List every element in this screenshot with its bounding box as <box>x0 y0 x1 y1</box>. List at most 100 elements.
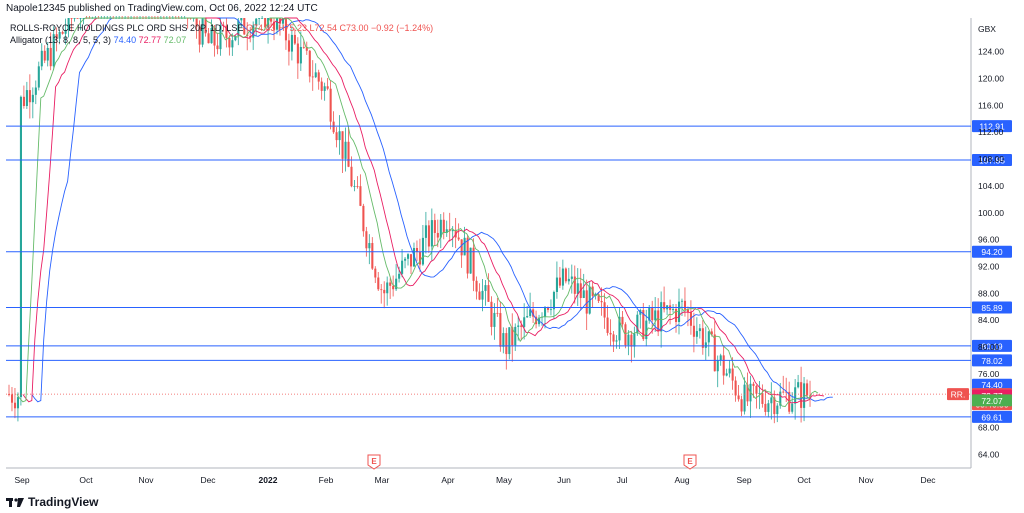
candle-body <box>791 403 794 412</box>
candle-body <box>490 301 493 327</box>
candle <box>761 384 764 408</box>
candle-body <box>43 50 46 61</box>
candle-body <box>341 131 344 159</box>
candle <box>317 69 320 90</box>
candle-body <box>273 21 276 30</box>
candle-body <box>344 141 347 159</box>
candle-body <box>576 283 579 294</box>
candle-body <box>463 237 466 256</box>
candle <box>514 323 517 352</box>
candle <box>502 327 505 354</box>
candle-body <box>535 316 538 325</box>
candle <box>344 127 347 172</box>
candle-body <box>308 50 311 77</box>
candle-body <box>276 18 279 30</box>
candle <box>767 399 770 418</box>
candle <box>797 374 800 389</box>
candle-body <box>270 18 273 22</box>
candle <box>287 33 290 66</box>
candle <box>198 20 201 53</box>
candle-body <box>374 268 377 278</box>
candle <box>335 127 338 148</box>
candle-body <box>252 25 255 38</box>
time-tick-label: Oct <box>797 475 811 485</box>
candle-body <box>395 278 398 290</box>
candle-body <box>392 285 395 290</box>
candle <box>603 293 606 329</box>
price-tick-label: 88.00 <box>978 288 1000 298</box>
level-badge <box>972 301 1012 314</box>
candle <box>79 18 82 31</box>
candle-body <box>660 302 663 332</box>
candle-body <box>19 96 22 398</box>
candle-body <box>728 368 731 374</box>
candle <box>585 279 588 331</box>
candle-body <box>356 186 359 187</box>
candle-body <box>558 277 561 286</box>
candle <box>576 268 579 306</box>
candle <box>776 403 779 423</box>
candle <box>374 266 377 284</box>
candle <box>52 26 55 71</box>
candle <box>296 37 299 79</box>
candle-body <box>380 289 383 291</box>
candle-body <box>287 40 290 52</box>
candle <box>597 291 600 304</box>
candle-body <box>779 391 782 406</box>
candle-body <box>499 313 502 347</box>
candle-body <box>201 18 204 45</box>
candle-body <box>225 25 228 38</box>
candle <box>508 327 511 360</box>
candle <box>40 43 43 71</box>
candle <box>34 80 37 105</box>
candle-body <box>64 30 67 34</box>
level-label: 85.89 <box>981 303 1003 313</box>
candle-body <box>731 368 734 381</box>
candle-body <box>549 309 553 311</box>
candle-body <box>442 219 445 233</box>
candle-body <box>240 18 243 21</box>
candle <box>478 283 481 301</box>
candle-body <box>421 237 424 265</box>
candle <box>231 33 234 56</box>
candle <box>535 310 538 329</box>
candle <box>31 87 34 119</box>
candle <box>725 368 728 377</box>
candle <box>704 326 707 361</box>
candle-body <box>365 231 368 249</box>
candle <box>615 335 618 349</box>
candle <box>430 208 433 262</box>
candle-body <box>725 373 728 376</box>
candle-body <box>621 316 624 325</box>
candle <box>368 234 371 265</box>
footer-brand: TradingView <box>6 495 98 509</box>
candle-body <box>13 402 17 409</box>
price-axis: GBX64.0068.0072.0076.0080.0084.0088.0092… <box>978 24 1004 460</box>
candle <box>323 82 326 101</box>
candle <box>633 326 636 358</box>
candle <box>273 18 276 41</box>
level-badge <box>972 120 1012 133</box>
price-chart[interactable]: 112.91 107.85 94.20 85.89 80.19 78.02 69.61 GB… <box>0 16 1024 490</box>
candle-body <box>567 278 570 282</box>
candle <box>350 156 353 188</box>
candle-body <box>377 277 380 290</box>
candle-body <box>332 121 335 133</box>
legend-lips-value: 72.07 <box>163 35 187 45</box>
time-tick-label: Aug <box>674 475 689 485</box>
candle <box>532 301 535 324</box>
candle-body <box>603 302 606 318</box>
candle <box>558 266 561 289</box>
alligator-lips-line <box>16 17 819 407</box>
candle-body <box>675 308 678 323</box>
candle <box>308 49 311 83</box>
candle-body <box>457 237 460 240</box>
candle-body <box>407 254 410 259</box>
candle-body <box>627 334 630 346</box>
candle <box>356 176 359 189</box>
candle <box>305 41 308 55</box>
legend-jaw-value: 74.40 <box>113 35 137 45</box>
candle-body <box>31 94 34 103</box>
level-label: 78.02 <box>981 356 1003 366</box>
candle <box>219 18 222 56</box>
